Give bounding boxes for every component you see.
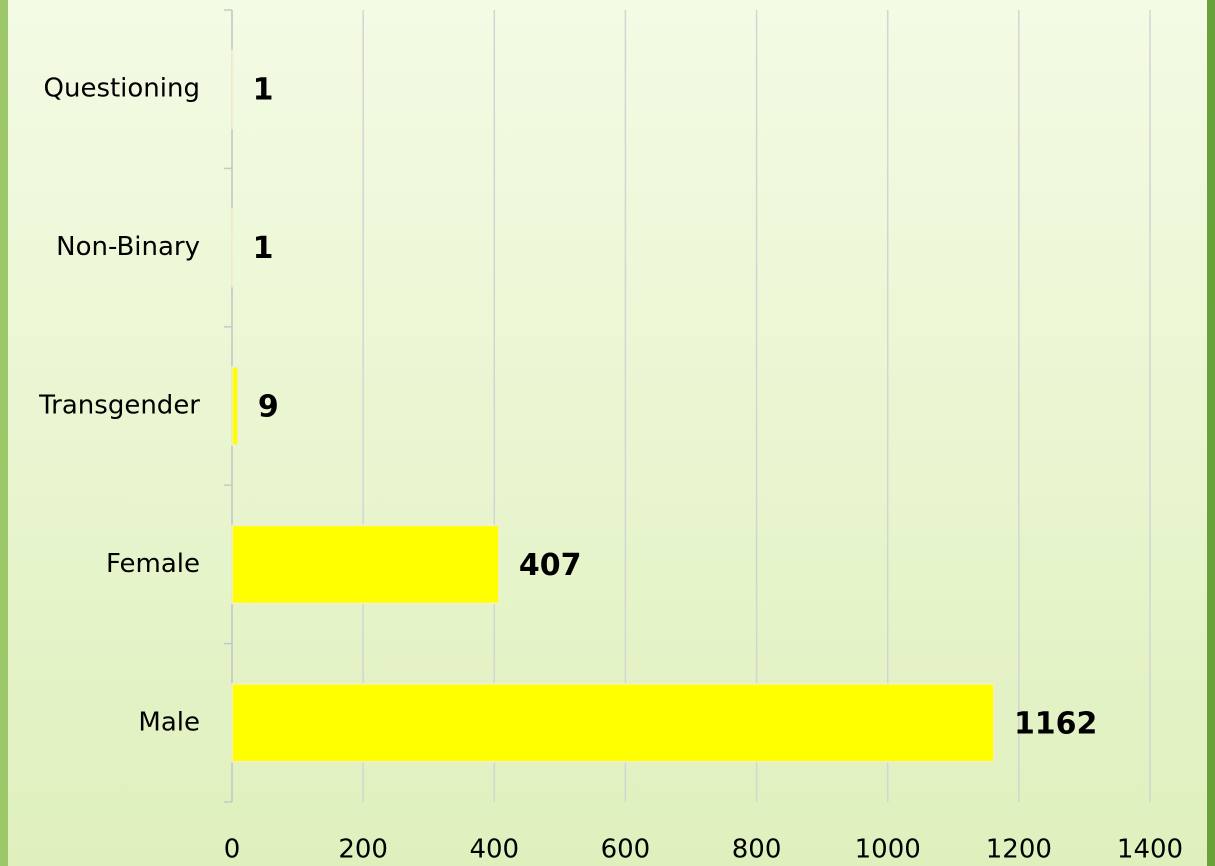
x-tick-label: 1200 [986,835,1052,865]
bar [231,366,239,446]
x-tick-label: 1400 [1117,835,1183,865]
y-tick-label: Male [138,707,200,737]
y-tick-label: Female [106,549,200,579]
x-tick-label: 400 [469,835,519,865]
frame-left [0,0,8,866]
x-tick-label: 1000 [855,835,921,865]
bar [231,49,234,129]
x-tick-label: 200 [338,835,388,865]
value-label: 9 [258,390,279,425]
x-tick-label: 600 [601,835,651,865]
frame-right [1207,0,1215,866]
y-tick-label: Questioning [44,74,201,104]
bar [231,207,234,288]
y-tick-label: Non-Binary [56,232,200,262]
value-label: 1 [253,73,274,108]
y-tick-label: Transgender [38,391,200,421]
bar [231,524,500,605]
value-label: 1162 [1014,706,1097,741]
x-tick-label: 0 [224,835,241,865]
bar [231,683,995,763]
value-label: 1 [253,231,274,266]
x-tick-label: 800 [732,835,782,865]
value-label: 407 [519,548,582,583]
